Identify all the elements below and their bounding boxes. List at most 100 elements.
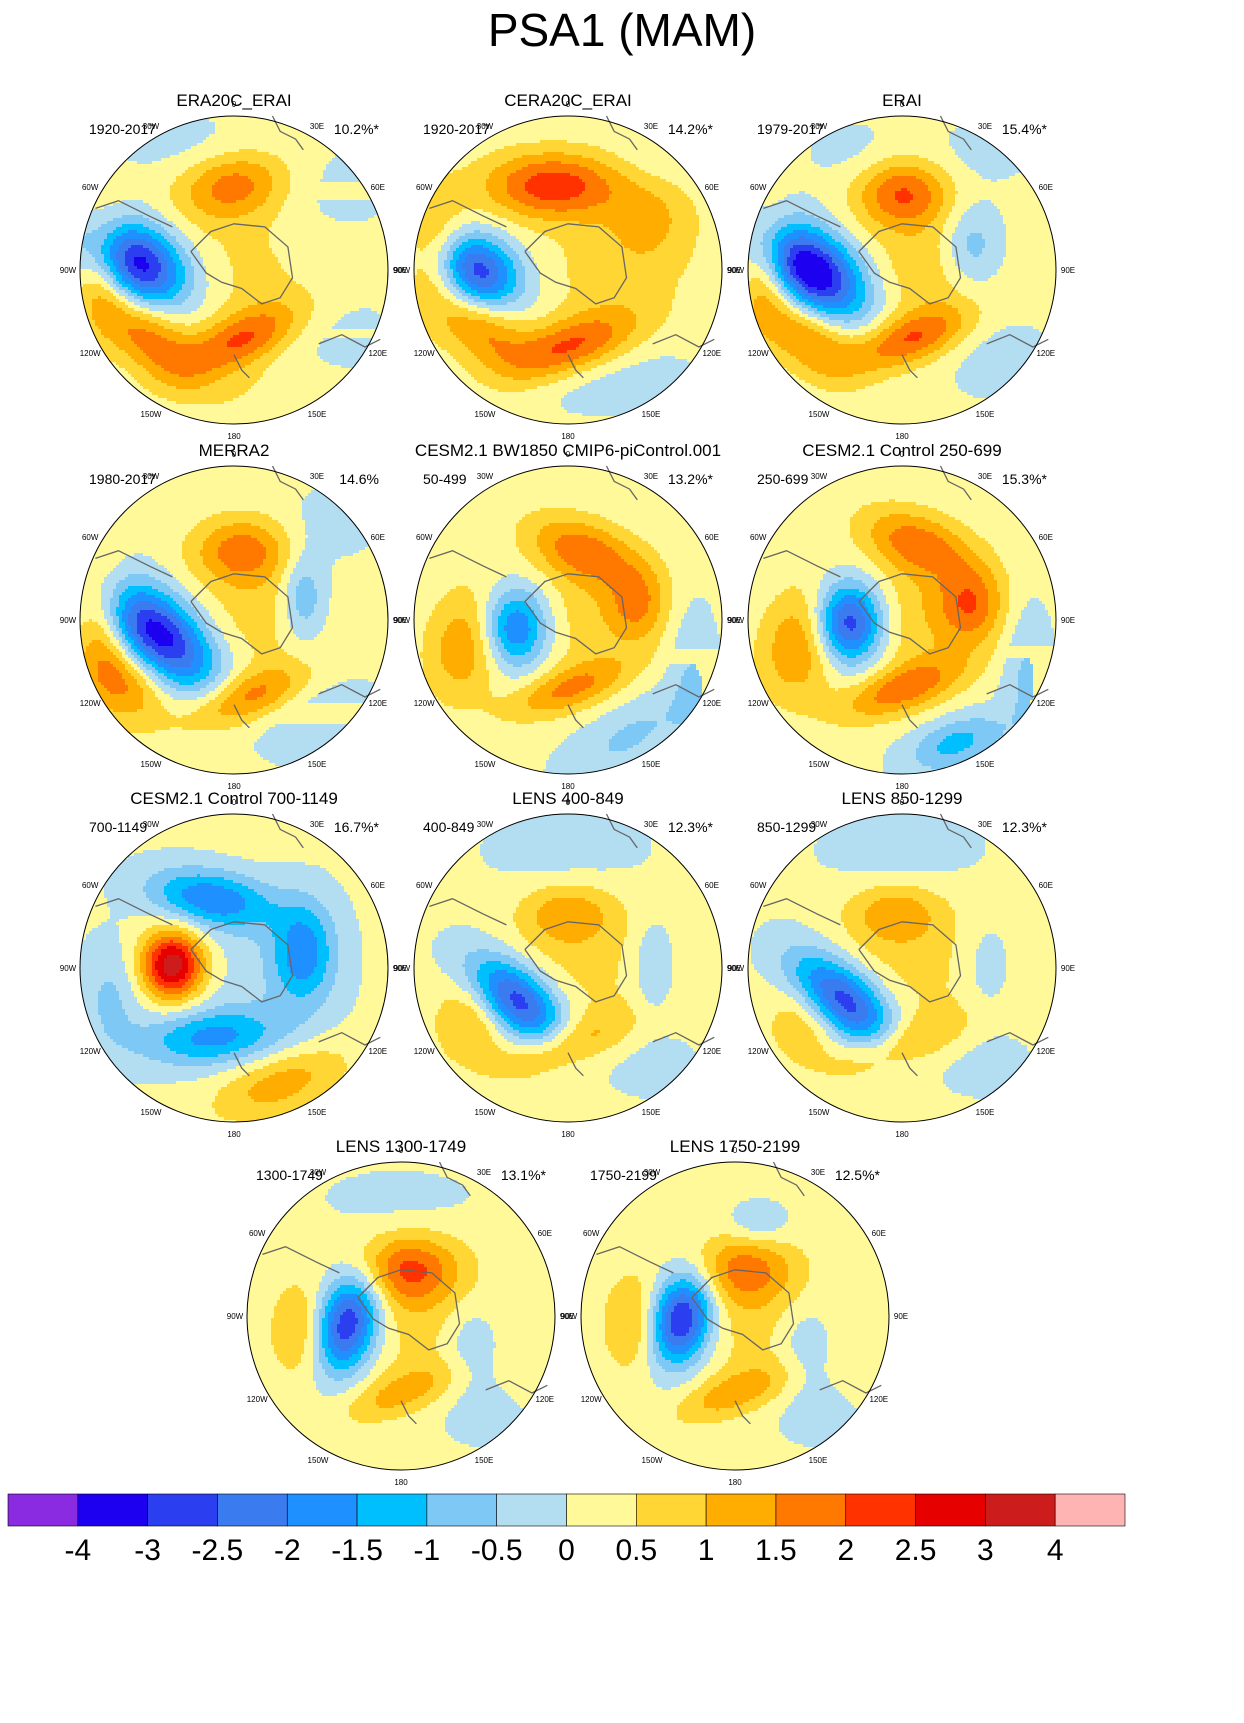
field-cell	[748, 239, 763, 242]
field-cell	[287, 937, 317, 940]
field-cell	[868, 167, 889, 170]
field-cell	[278, 904, 323, 907]
field-cell	[498, 389, 525, 392]
field-cell	[832, 631, 838, 634]
field-cell	[230, 613, 275, 616]
field-cell	[883, 610, 889, 613]
field-cell	[302, 553, 353, 556]
field-cell	[221, 667, 233, 670]
field-cell	[790, 302, 796, 305]
field-cell	[131, 652, 137, 655]
field-cell	[290, 625, 323, 628]
field-cell	[862, 643, 871, 646]
field-cell	[883, 245, 937, 248]
field-cell	[597, 904, 624, 907]
field-cell	[781, 284, 784, 287]
field-cell	[278, 562, 287, 565]
field-cell	[468, 979, 477, 982]
field-cell	[113, 281, 119, 284]
field-cell	[826, 625, 832, 628]
field-cell	[567, 263, 687, 266]
field-cell	[970, 652, 994, 655]
field-cell	[188, 994, 200, 997]
panel-period: 250-699	[757, 471, 809, 487]
field-cell	[997, 721, 1012, 724]
longitude-label: 180	[227, 782, 241, 791]
field-cell	[775, 305, 787, 308]
field-cell	[853, 706, 910, 709]
field-cell	[215, 991, 266, 994]
field-cell	[293, 973, 311, 976]
field-cell	[170, 901, 188, 904]
field-cell	[254, 649, 284, 652]
field-cell	[612, 230, 669, 233]
field-cell	[507, 269, 516, 272]
field-cell	[898, 649, 928, 652]
field-cell	[525, 979, 534, 982]
field-cell	[820, 248, 829, 251]
field-cell	[606, 200, 663, 203]
field-cell	[862, 652, 874, 655]
field-cell	[775, 640, 808, 643]
field-cell	[790, 290, 796, 293]
field-cell	[98, 997, 119, 1000]
field-cell	[221, 712, 248, 715]
field-cell	[937, 745, 970, 748]
field-cell	[209, 338, 230, 341]
field-cell	[474, 353, 498, 356]
field-cell	[835, 125, 868, 128]
field-cell	[678, 634, 720, 637]
field-cell	[931, 221, 946, 224]
field-cell	[209, 568, 230, 571]
longitude-label: 90W	[728, 616, 745, 625]
field-cell	[775, 263, 778, 266]
field-cell	[883, 676, 895, 679]
field-cell	[218, 547, 266, 550]
field-cell	[591, 685, 609, 688]
field-cell	[429, 619, 453, 622]
field-cell	[206, 910, 239, 913]
field-cell	[642, 577, 657, 580]
field-cell	[552, 751, 711, 754]
field-cell	[161, 365, 221, 368]
field-cell	[128, 598, 161, 601]
field-cell	[781, 311, 793, 314]
field-cell	[110, 269, 116, 272]
field-cell	[143, 1054, 188, 1057]
field-cell	[143, 973, 146, 976]
field-cell	[113, 982, 131, 985]
field-cell	[335, 931, 362, 934]
field-cell	[648, 359, 687, 362]
field-cell	[871, 215, 895, 218]
field-cell	[450, 925, 471, 928]
field-cell	[916, 350, 934, 353]
field-cell	[122, 661, 128, 664]
field-cell	[943, 604, 958, 607]
field-cell	[194, 919, 212, 922]
field-cell	[122, 200, 143, 203]
field-cell	[883, 712, 919, 715]
field-cell	[985, 239, 1006, 242]
field-cell	[516, 925, 540, 928]
field-cell	[579, 727, 624, 730]
field-cell	[143, 976, 149, 979]
field-cell	[817, 631, 823, 634]
panel-variance-pct: 10.2%*	[334, 121, 380, 137]
field-cell	[116, 862, 305, 865]
field-cell	[519, 257, 534, 260]
field-cell	[110, 571, 170, 574]
field-cell	[1015, 631, 1054, 634]
field-cell	[80, 1057, 149, 1060]
field-cell	[537, 535, 561, 538]
field-cell	[498, 646, 504, 649]
field-cell	[796, 296, 802, 299]
field-cell	[486, 239, 504, 242]
field-cell	[152, 670, 158, 673]
field-cell	[239, 1033, 263, 1036]
longitude-label: 60W	[416, 533, 433, 542]
field-cell	[95, 1075, 209, 1078]
field-cell	[955, 230, 1006, 233]
field-cell	[489, 191, 507, 194]
field-cell	[961, 389, 1021, 392]
field-cell	[215, 1099, 254, 1102]
